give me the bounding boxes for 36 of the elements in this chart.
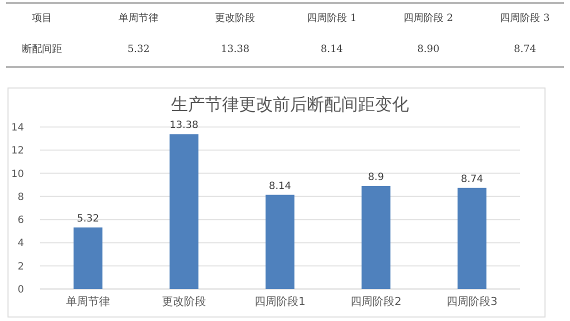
text: 断配间距 (22, 43, 62, 55)
y-tick-label: 14 (11, 122, 24, 134)
bar (74, 227, 102, 289)
bar (170, 134, 198, 289)
data-label: 13.38 (170, 120, 198, 132)
bar (458, 188, 486, 289)
x-tick-label: 更改阶段 (162, 295, 206, 308)
text: 13.38 (220, 44, 250, 55)
x-tick-label: 四周阶段1 (254, 295, 306, 308)
x-tick-label: 四周阶段2 (350, 295, 402, 308)
data-label: 5.32 (76, 213, 100, 224)
y-tick-label: 6 (18, 215, 24, 226)
text: 8.14 (320, 44, 343, 55)
text: 5.32 (127, 44, 150, 55)
y-tick-label: 8 (18, 192, 24, 203)
text: 四周阶段 1 (307, 12, 357, 24)
text: 8.90 (417, 44, 440, 55)
text: 更改阶段 (215, 12, 256, 24)
text: 四周阶段 2 (404, 12, 454, 24)
text: 8.74 (514, 44, 536, 55)
x-tick-label: 单周节律 (66, 295, 110, 308)
text: 单周节律 (118, 12, 159, 24)
y-tick-label: 2 (18, 261, 24, 272)
data-label: 8.14 (268, 180, 292, 192)
chart-title: 生产节律更改前后断配间距变化 (171, 95, 409, 115)
y-tick-label: 12 (11, 146, 24, 157)
bar (266, 194, 294, 289)
text: 四周阶段 3 (500, 12, 550, 24)
data-label: 8.74 (460, 174, 484, 185)
y-tick-label: 4 (18, 238, 24, 250)
text: 项目 (32, 13, 52, 24)
y-tick-label: 0 (18, 284, 24, 296)
data-label: 8.9 (368, 172, 384, 184)
y-tick-label: 10 (11, 168, 24, 180)
x-tick-label: 四周阶段3 (446, 295, 498, 308)
bar (362, 186, 390, 289)
